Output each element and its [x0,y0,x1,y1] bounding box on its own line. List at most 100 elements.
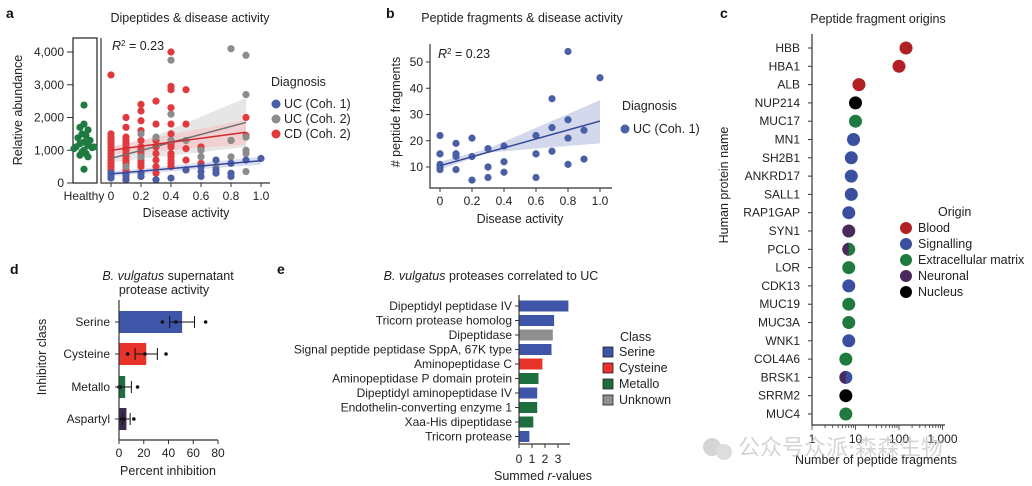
protein-label: HBA1 [769,59,801,73]
protein-label: SRRM2 [758,389,800,403]
data-point [122,176,130,184]
category-label: Tricorn protease [425,430,512,444]
panel-a: a Dipeptides & disease activity Relative… [6,5,351,220]
data-point [484,163,492,171]
data-point [532,131,540,140]
protein-label: RAP1GAP [743,206,800,220]
fit-line [110,159,262,175]
bar [519,416,534,428]
category-label: Tricorn protease homolog [376,314,512,328]
panel-e-axes [518,295,570,445]
panel-b-xtick-label: 0 [437,194,444,208]
data-point [137,100,145,108]
panel-e-bars [519,300,569,442]
category-label: Signal peptide peptidase SppA, 67K type [294,343,512,357]
panel-d-bars [117,311,208,430]
data-point [452,166,460,174]
panel-d-title-rest: supernatant [164,269,234,283]
panel-c-axes [811,34,945,426]
panel-b-xtick-label: 1.0 [592,194,609,208]
panel-a-r2: R2 = 0.23 [112,39,164,54]
data-point [580,155,588,163]
data-point [500,158,508,166]
data-point [122,163,130,171]
protein-label: MUC19 [759,297,800,311]
data-point [152,163,160,171]
data-point [564,160,572,168]
data-point [564,47,572,56]
protein-label: CDK13 [761,279,800,293]
legend-swatch [602,346,614,358]
data-point [500,168,508,176]
panel-a-xtick-label: 0.2 [133,189,150,203]
panel-d-category-labels: Serine Cysteine Metallo Aspartyl [63,315,119,426]
healthy-point [80,101,88,109]
category-label: Aminopeptidase C [414,357,512,371]
category-label: Dipeptidase [449,328,513,342]
panel-e-legend: Class Serine Cysteine Metallo Unknown [602,330,671,407]
panel-b-legend-title: Diagnosis [622,99,677,113]
replicate-point [203,320,208,324]
protein-label: WNK1 [765,334,800,348]
panel-a-letter: a [6,5,14,21]
panel-e-letter: e [277,261,285,277]
protein-point [847,133,861,146]
panel-e-xtick-label: 1 [529,452,536,466]
bar [519,402,538,413]
panel-d-title-italic: B. vulgatus [102,269,164,283]
fit-line [439,120,601,167]
protein-point [842,279,856,293]
data-point [137,130,145,138]
healthy-point [84,126,92,134]
data-point [242,133,250,141]
panel-e-xtick-label: 2 [542,452,549,466]
data-point [182,156,190,164]
legend-marker [900,286,912,298]
panel-a-xtick-label: 0.8 [223,189,240,203]
panel-a-ytick-label: 1,000 [34,143,64,157]
panel-c-xtick-label: 100 [889,432,909,446]
category-label: Xaa-His dipeptidase [405,415,513,429]
data-point [564,134,572,142]
data-point [137,153,145,161]
panel-e: e B. vulgatus proteases correlated to UC… [277,261,671,483]
data-point [227,136,235,145]
legend-label: Signalling [918,237,972,251]
category-label: Dipeptidyl aminopeptidase IV [357,386,512,400]
replicate-point [164,352,168,356]
bar [519,315,555,326]
panel-c-xticks: 1 10 100 1,000 [809,425,958,446]
replicate-point [122,417,126,421]
legend-marker [271,114,281,124]
replicate-point [143,352,147,356]
data-point [242,51,250,59]
panel-e-xtick-label: 0 [516,452,523,466]
panel-e-xlabel: Summed r-values [494,469,592,483]
protein-label: LOR [775,261,800,275]
legend-marker [271,99,281,109]
legend-marker [900,238,912,250]
legend-label: Nucleus [918,285,963,299]
protein-point [842,334,856,348]
protein-label: MUC4 [766,407,800,421]
data-point [452,150,460,158]
data-point [167,104,175,112]
panel-b-ylabel: # peptide fragments [389,57,403,168]
healthy-point [90,143,98,151]
bar [119,311,183,333]
legend-marker [900,222,912,234]
legend-label: UC (Coh. 1) [633,122,700,136]
panel-b-legend: Diagnosis UC (Coh. 1) [620,99,700,136]
panel-a-xtick-label: 0 [108,189,115,203]
panel-c-points [839,41,913,421]
panel-c-xtick-label: 10 [849,432,863,446]
panel-e-xlabel-pre: Summed [494,469,548,483]
data-point [137,136,145,145]
panel-c-letter: c [720,5,728,21]
panel-c: c Peptide fragment origins Human protein… [717,5,1025,467]
legend-swatch [602,362,614,374]
protein-point-half [839,370,846,384]
legend-marker [900,254,912,266]
data-point [436,131,444,140]
panel-a-ylabel: Relative abundance [11,55,25,166]
